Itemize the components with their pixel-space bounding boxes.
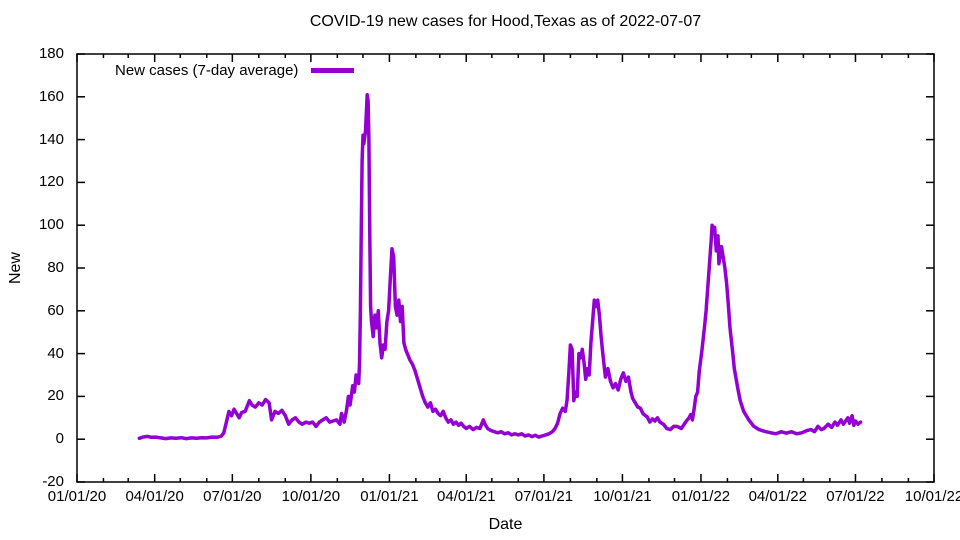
x-tick-label: 07/01/22 (826, 488, 885, 505)
y-tick-label: 60 (47, 301, 64, 319)
y-tick-label: 80 (47, 259, 64, 276)
x-axis-title: Date (488, 516, 523, 533)
chart-title: COVID-19 new cases for Hood,Texas as of … (309, 13, 702, 30)
legend-label: New cases (7-day average) (115, 62, 299, 79)
x-tick-label: 04/01/22 (748, 488, 807, 505)
y-tick-label: 20 (47, 387, 64, 405)
legend: New cases (7-day average) (115, 62, 355, 79)
x-tick-label: 10/01/22 (904, 488, 960, 505)
x-tick-label: 10/01/20 (281, 488, 341, 505)
y-tick-label: 160 (38, 87, 64, 105)
x-tick-label: 01/01/21 (360, 488, 419, 505)
y-tick-label: 180 (38, 45, 64, 62)
y-tick-label: -20 (42, 473, 64, 490)
y-tick-label: 0 (55, 430, 64, 448)
x-tick-label: 01/01/20 (47, 488, 107, 505)
x-tick-label: 07/01/20 (203, 488, 262, 505)
x-tick-label: 07/01/21 (514, 488, 574, 505)
x-tick-label: 04/01/21 (437, 488, 496, 505)
y-axis-title: New (7, 252, 24, 285)
y-tick-label: 120 (38, 173, 64, 191)
y-tick-label: 40 (47, 344, 64, 362)
y-tick-label: 140 (38, 130, 64, 148)
y-tick-label: 100 (38, 216, 64, 234)
x-tick-label: 04/01/20 (125, 488, 184, 505)
x-tick-label: 01/01/22 (671, 488, 731, 505)
legend-line-swatch (311, 68, 355, 73)
x-tick-label: 10/01/21 (593, 488, 652, 505)
